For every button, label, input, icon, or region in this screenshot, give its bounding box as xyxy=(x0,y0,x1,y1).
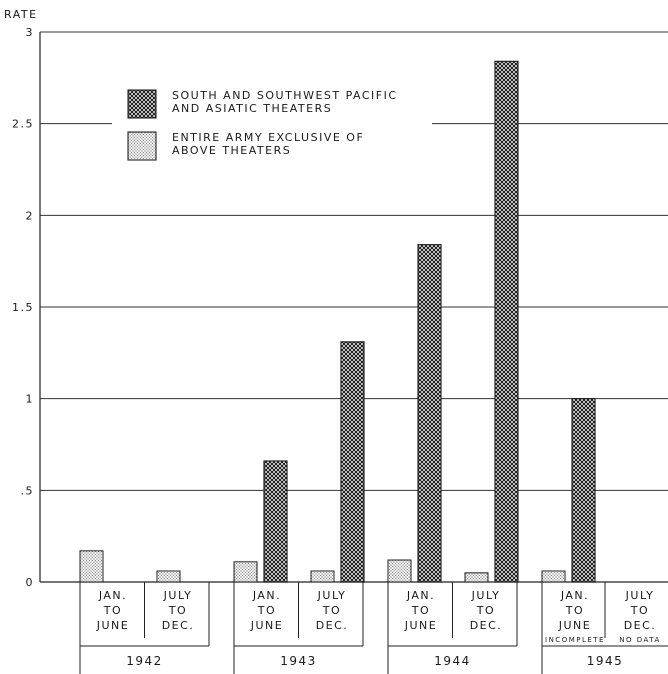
period-label-line1: JULY xyxy=(625,589,655,602)
bar-pacific-asiatic xyxy=(263,460,288,583)
period-label-line3: DEC. xyxy=(470,619,503,632)
year-label: 1942 xyxy=(126,654,163,668)
bar-entire-army xyxy=(79,550,104,583)
period-label-line1: JAN. xyxy=(252,589,281,602)
year-label: 1944 xyxy=(434,654,471,668)
period-label-line3: JUNE xyxy=(404,619,437,632)
period-label-line2: TO xyxy=(476,604,495,617)
bar-entire-army xyxy=(310,570,335,583)
y-tick-label: 1.5 xyxy=(12,301,34,314)
bar-entire-army xyxy=(233,561,258,583)
y-tick-label: 2 xyxy=(26,209,35,222)
bar-pacific-asiatic xyxy=(417,244,442,583)
period-label-line2: TO xyxy=(565,604,584,617)
period-label-line3: JUNE xyxy=(250,619,283,632)
legend-swatch xyxy=(127,89,157,119)
year-label: 1945 xyxy=(587,654,624,668)
y-tick-label: 2.5 xyxy=(12,118,34,131)
period-label-line2: TO xyxy=(168,604,187,617)
legend-label: SOUTH AND SOUTHWEST PACIFIC xyxy=(172,89,398,102)
y-tick-label: 0 xyxy=(26,576,35,589)
period-label-line2: TO xyxy=(630,604,649,617)
period-label-line2: TO xyxy=(103,604,122,617)
legend-label: AND ASIATIC THEATERS xyxy=(172,102,332,115)
period-label-line3: DEC. xyxy=(162,619,195,632)
x-axis: 1942 1943 1944 1945 JAN. TO JUNE JULY TO DEC. JAN.… xyxy=(79,582,668,674)
y-tick-label: 3 xyxy=(26,26,35,39)
bars xyxy=(79,60,596,583)
y-axis-label: RATE xyxy=(4,8,38,21)
y-tick-label: 1 xyxy=(26,393,35,406)
bar-entire-army xyxy=(541,570,566,583)
bar-entire-army xyxy=(464,572,489,583)
period-label-line3: JUNE xyxy=(96,619,129,632)
period-label-line2: TO xyxy=(257,604,276,617)
bar-pacific-asiatic xyxy=(340,341,365,583)
period-label-line2: TO xyxy=(322,604,341,617)
period-label-line3: DEC. xyxy=(624,619,657,632)
legend-label: ENTIRE ARMY EXCLUSIVE OF xyxy=(172,131,364,144)
bar-pacific-asiatic xyxy=(494,60,519,583)
y-tick-label: .5 xyxy=(21,484,35,497)
year-label: 1943 xyxy=(280,654,317,668)
legend-label: ABOVE THEATERS xyxy=(172,144,291,157)
period-note: NO DATA xyxy=(619,636,661,644)
legend-swatch xyxy=(127,131,157,161)
period-label-line3: JUNE xyxy=(558,619,591,632)
period-note: INCOMPLETE xyxy=(545,636,605,644)
period-label-line3: DEC. xyxy=(316,619,349,632)
period-label-line2: TO xyxy=(411,604,430,617)
bar-entire-army xyxy=(156,570,181,583)
period-label-line1: JAN. xyxy=(98,589,127,602)
bar-entire-army xyxy=(387,559,412,583)
period-label-line1: JAN. xyxy=(560,589,589,602)
legend-background xyxy=(112,76,432,176)
y-tick-labels: 0 .5 1 1.5 2 2.5 3 xyxy=(12,26,35,589)
period-label-line1: JULY xyxy=(163,589,193,602)
bar-pacific-asiatic xyxy=(571,398,596,583)
period-label-line1: JAN. xyxy=(406,589,435,602)
period-label-line1: JULY xyxy=(317,589,347,602)
period-label-line1: JULY xyxy=(471,589,501,602)
